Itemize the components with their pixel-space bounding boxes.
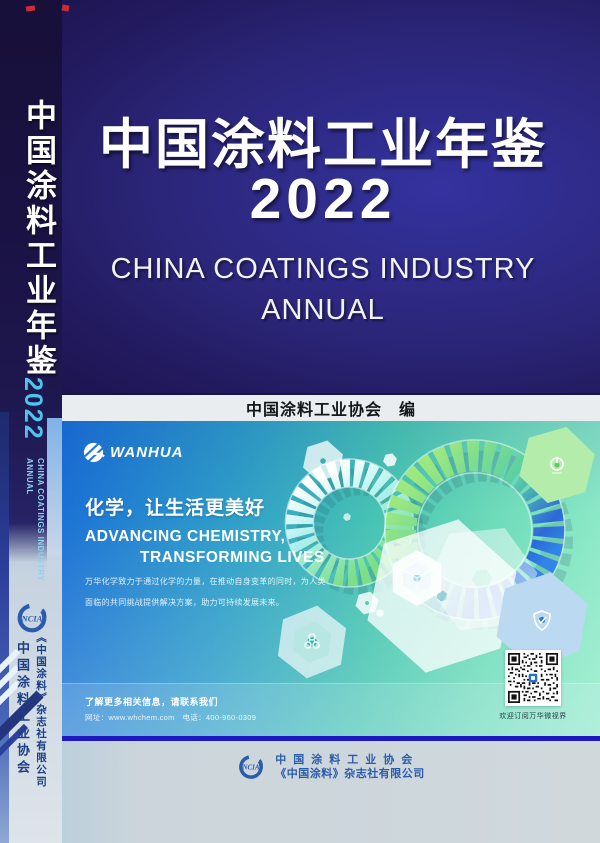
qr-caption: 欢迎订阅万华微视界 (499, 713, 567, 720)
ad-body-line1: 万华化学致力于通过化学的力量，在推动自身变革的同时，为人类 (85, 577, 326, 586)
editor-band: 中国涂料工业协会 编 (62, 393, 600, 421)
ncia-logo-icon: NCIA (17, 603, 47, 633)
wanhua-ad-banner: WANHUA 化学，让生活更美好 ADVANCING CHEMISTRY, TR… (62, 421, 600, 741)
cover-title: 中国涂料工业年鉴 (99, 115, 547, 175)
ad-contact-heading: 了解更多相关信息，请联系我们 (85, 697, 219, 707)
ad-body-line2: 面临的共同挑战提供解决方案，助力可持续发展未来。 (85, 598, 285, 607)
hexagon-loop-artwork (62, 421, 600, 741)
spine-year: 2022 (19, 377, 47, 441)
qr-code (505, 650, 561, 706)
ad-contact-detail: 网址：www.whchem.com 电话：400-960-0309 (85, 713, 257, 722)
ad-headline-en-line2: TRANSFORMING LIVES (140, 549, 325, 566)
spine-publisher-name: 《中国涂料》杂志社有限公司 (35, 632, 46, 788)
wanhua-globe-icon (83, 442, 105, 463)
cover-subtitle-en-line1: CHINA COATINGS INDUSTRY (110, 253, 536, 285)
print-mark (61, 4, 70, 12)
spine-association-name: 中国涂料工业协会 (15, 641, 30, 777)
spine-diagonal-stripes (0, 648, 44, 757)
cover-year: 2022 (249, 167, 397, 231)
footer-association-name: 中国涂料工业协会 (275, 754, 420, 766)
spine-subtitle-en: CHINA COATINGS INDUSTRY ANNUAL (25, 458, 45, 582)
spine-highlight-strip (47, 418, 62, 588)
publisher-footer: NCIA 中国涂料工业协会 《中国涂料》杂志社有限公司 (62, 741, 600, 843)
ad-headline-cn: 化学，让生活更美好 (85, 498, 266, 519)
book-spine: 中国涂料工业年鉴 2022 CHINA COATINGS INDUSTRY AN… (0, 0, 62, 843)
ncia-logo-icon: NCIA (239, 755, 264, 779)
cover-subtitle-en-line2: ANNUAL (261, 294, 385, 326)
cover-top-section: 中国涂料工业年鉴 2022 CHINA COATINGS INDUSTRY AN… (25, 0, 600, 393)
svg-text:NCIA: NCIA (21, 613, 43, 623)
spine-title: 中国涂料工业年鉴 (21, 99, 56, 379)
wanhua-logo: WANHUA (82, 441, 184, 464)
svg-text:NCIA: NCIA (242, 764, 260, 772)
front-cover: 中国涂料工业年鉴 2022 CHINA COATINGS INDUSTRY AN… (25, 0, 600, 843)
ad-headline-en-line1: ADVANCING CHEMISTRY, (85, 528, 286, 545)
spine-edge-strip (0, 412, 9, 843)
wanhua-brand-text: WANHUA (110, 444, 184, 461)
footer-publisher-name: 《中国涂料》杂志社有限公司 (275, 768, 425, 780)
qr-code-pattern (508, 653, 558, 703)
editor-text: 中国涂料工业协会 编 (245, 402, 416, 419)
